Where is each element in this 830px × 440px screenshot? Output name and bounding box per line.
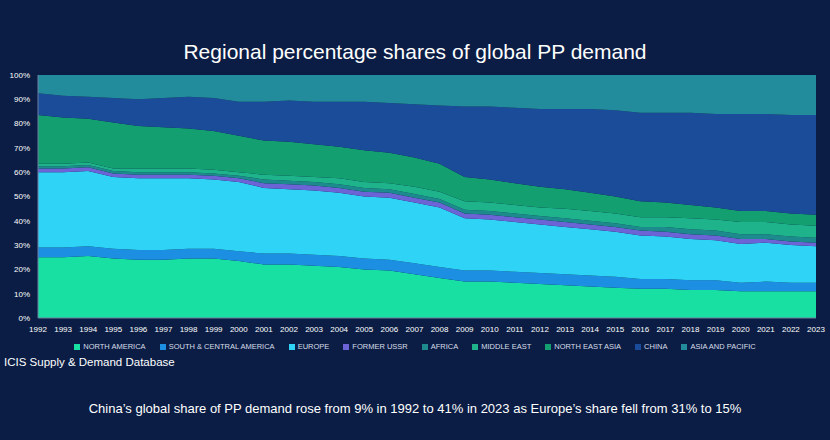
svg-text:2015: 2015 xyxy=(606,325,624,334)
svg-text:2016: 2016 xyxy=(631,325,649,334)
svg-text:2011: 2011 xyxy=(506,325,524,334)
svg-text:2020: 2020 xyxy=(732,325,750,334)
svg-text:2010: 2010 xyxy=(481,325,499,334)
html-text:AFRICA: AFRICA xyxy=(430,342,459,351)
svg-text:2002: 2002 xyxy=(280,325,298,334)
svg-text:2018: 2018 xyxy=(682,325,700,334)
svg-text:2008: 2008 xyxy=(431,325,449,334)
svg-text:1997: 1997 xyxy=(155,325,173,334)
svg-text:90%: 90% xyxy=(14,95,30,104)
svg-text:20%: 20% xyxy=(14,265,30,274)
svg-text:70%: 70% xyxy=(14,144,30,153)
svg-text:2013: 2013 xyxy=(556,325,574,334)
html-text:EUROPE: EUROPE xyxy=(297,342,330,351)
html-text:SOUTH & CENTRAL AMERICA: SOUTH & CENTRAL AMERICA xyxy=(168,342,275,351)
svg-text:2001: 2001 xyxy=(255,325,273,334)
html-text:MIDDLE EAST: MIDDLE EAST xyxy=(481,342,532,351)
html-text:China’s global share of PP dem: China’s global share of PP demand rose f… xyxy=(88,401,742,416)
svg-text:10%: 10% xyxy=(14,290,30,299)
svg-text:1999: 1999 xyxy=(205,325,223,334)
svg-text:80%: 80% xyxy=(14,119,30,128)
svg-text:30%: 30% xyxy=(14,241,30,250)
svg-text:2022: 2022 xyxy=(782,325,800,334)
svg-text:1996: 1996 xyxy=(129,325,147,334)
html-text:Regional percentage shares of: Regional percentage shares of global PP … xyxy=(183,40,647,63)
html-text:CHINA: CHINA xyxy=(644,342,668,351)
html-text:NORTH AMERICA: NORTH AMERICA xyxy=(83,342,146,351)
svg-text:2012: 2012 xyxy=(531,325,549,334)
svg-text:2000: 2000 xyxy=(230,325,248,334)
svg-text:50%: 50% xyxy=(14,192,30,201)
html-text:ASIA AND PACIFIC: ASIA AND PACIFIC xyxy=(690,342,756,351)
svg-text:0%: 0% xyxy=(18,314,30,323)
svg-text:2005: 2005 xyxy=(355,325,373,334)
html-text:FORMER USSR: FORMER USSR xyxy=(352,342,408,351)
svg-text:1994: 1994 xyxy=(79,325,97,334)
svg-text:2023: 2023 xyxy=(807,325,822,334)
svg-text:2006: 2006 xyxy=(380,325,398,334)
svg-text:2021: 2021 xyxy=(757,325,775,334)
svg-text:2017: 2017 xyxy=(657,325,675,334)
svg-text:2004: 2004 xyxy=(330,325,348,334)
svg-text:1992: 1992 xyxy=(29,325,47,334)
svg-text:2014: 2014 xyxy=(581,325,599,334)
svg-text:2009: 2009 xyxy=(456,325,474,334)
svg-text:1998: 1998 xyxy=(180,325,198,334)
svg-text:100%: 100% xyxy=(10,71,30,80)
html-text:NORTH EAST ASIA: NORTH EAST ASIA xyxy=(554,342,622,351)
svg-text:1993: 1993 xyxy=(54,325,72,334)
svg-text:2007: 2007 xyxy=(406,325,424,334)
svg-text:2003: 2003 xyxy=(305,325,323,334)
svg-text:1995: 1995 xyxy=(104,325,122,334)
svg-text:40%: 40% xyxy=(14,217,30,226)
svg-text:60%: 60% xyxy=(14,168,30,177)
svg-text:2019: 2019 xyxy=(707,325,725,334)
html-text:ICIS Supply & Demand Database: ICIS Supply & Demand Database xyxy=(4,356,175,368)
